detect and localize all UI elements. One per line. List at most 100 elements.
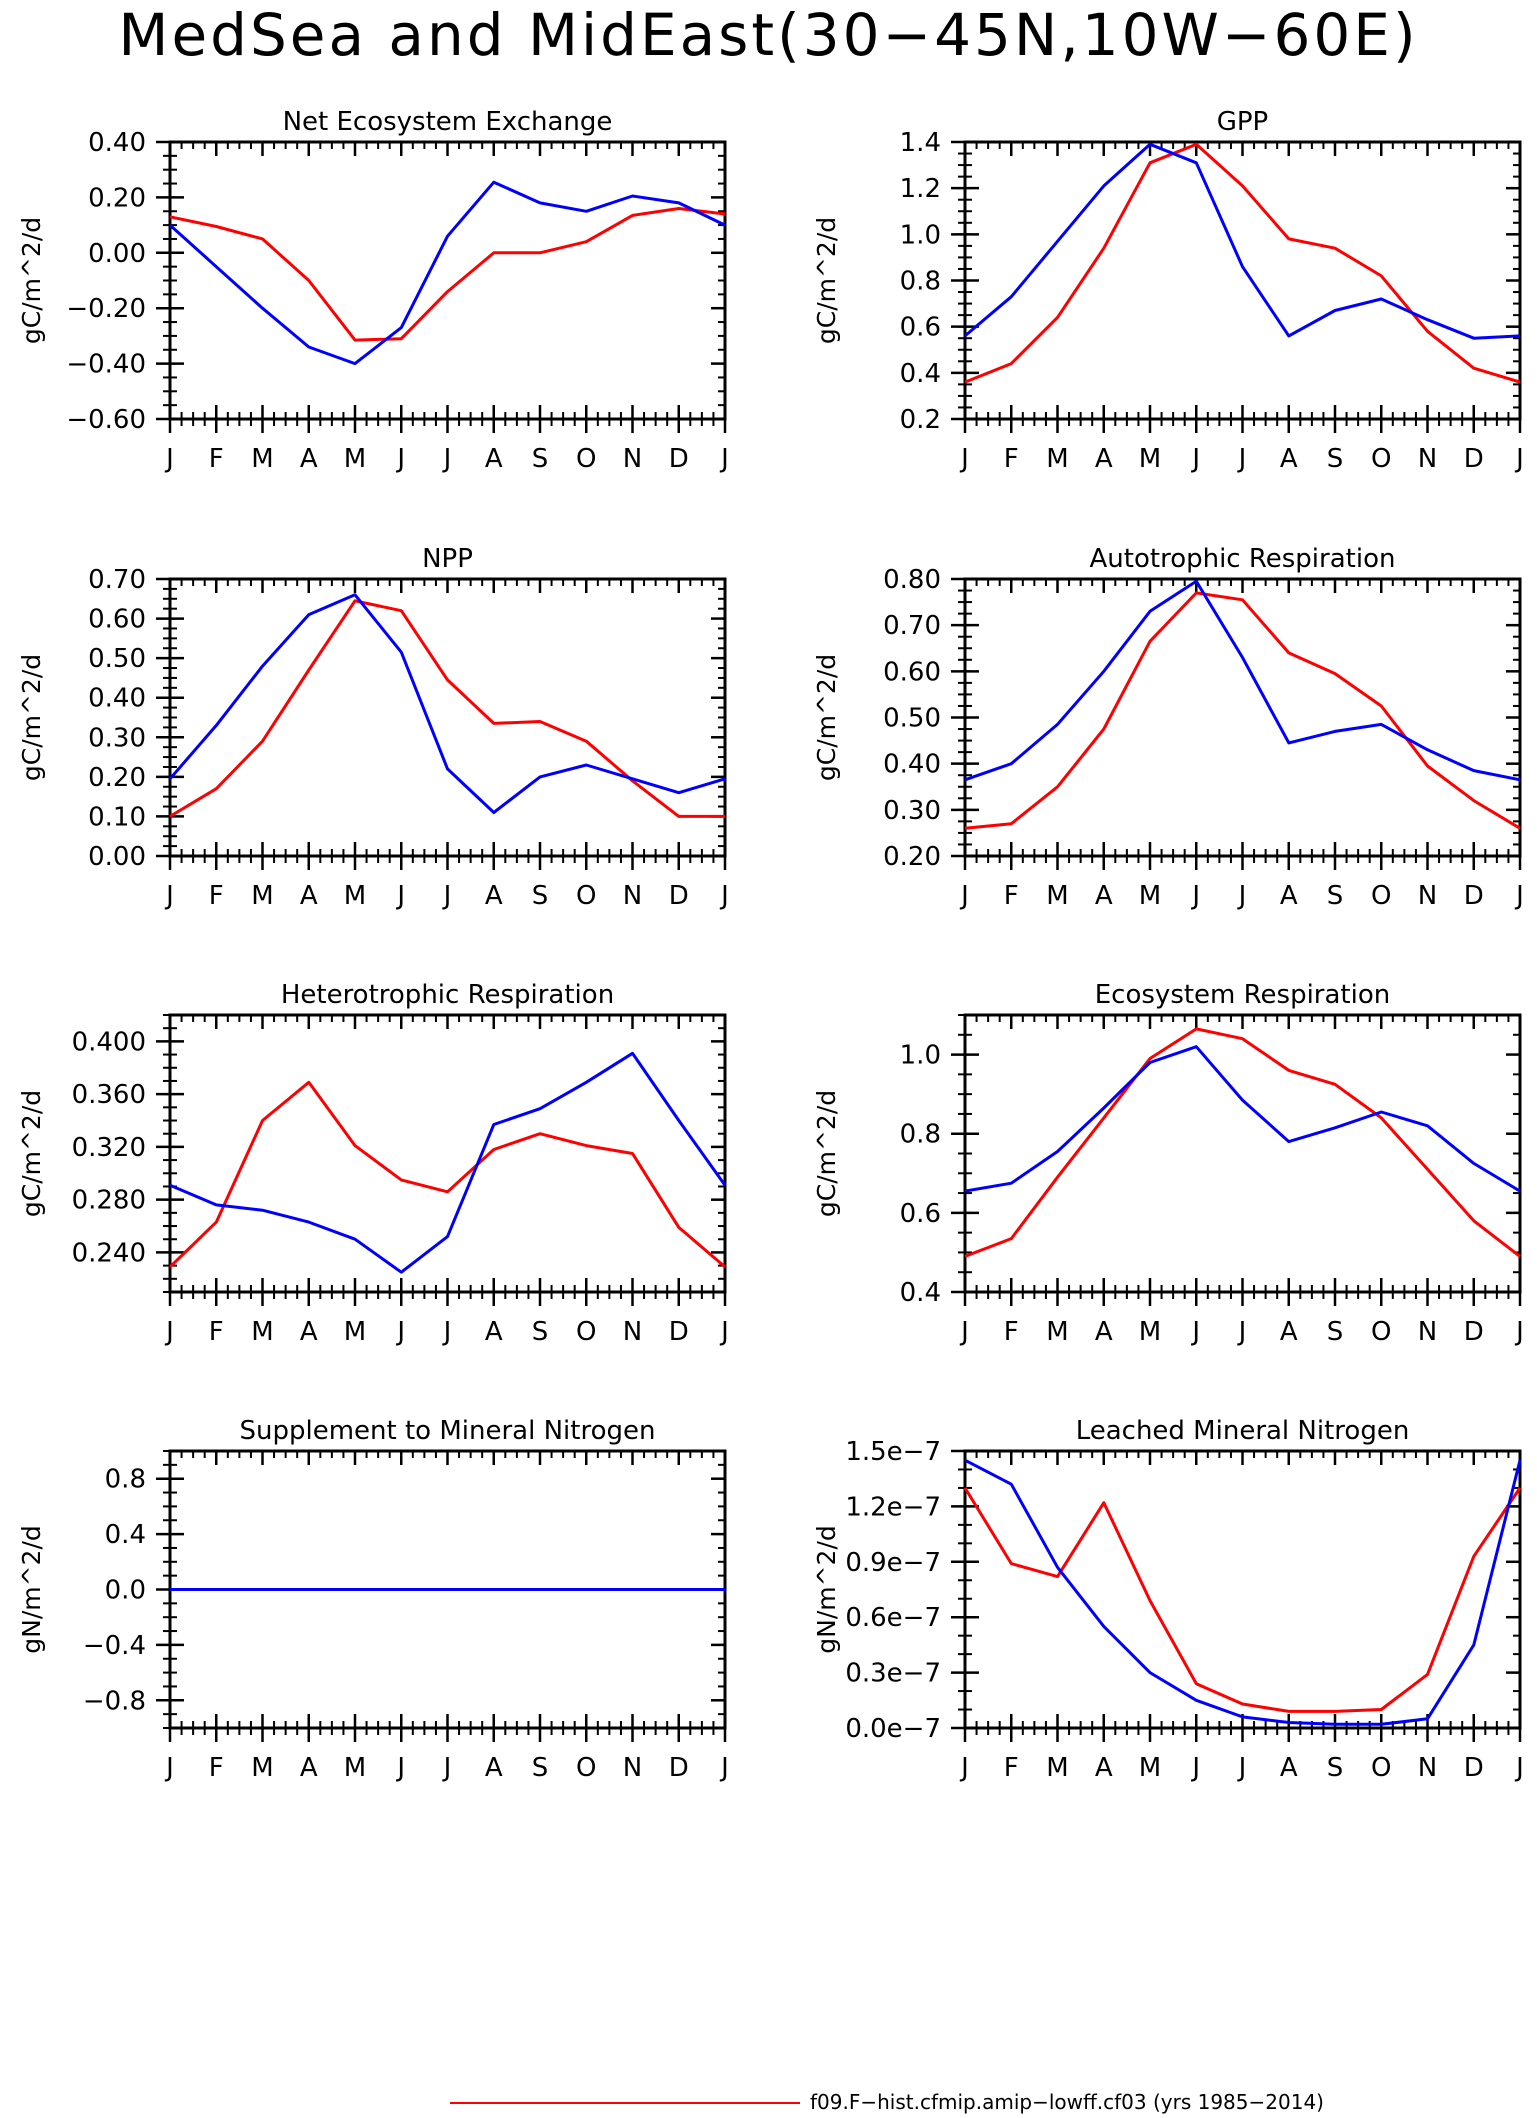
- x-tick-label: J: [719, 881, 729, 911]
- x-tick-label: S: [532, 881, 549, 911]
- y-tick-label: 0.240: [72, 1238, 146, 1268]
- y-tick-label: 0.30: [88, 723, 146, 753]
- x-tick-label: D: [1464, 881, 1484, 911]
- x-tick-label: N: [623, 1317, 642, 1347]
- y-tick-label: −0.60: [66, 405, 146, 435]
- y-axis-label: gC/m^2/d: [812, 217, 841, 344]
- chart-title: Net Ecosystem Exchange: [283, 107, 613, 137]
- x-tick-label: D: [1464, 444, 1484, 474]
- x-tick-label: A: [300, 444, 318, 474]
- x-tick-label: N: [1418, 1317, 1437, 1347]
- series-line-red: [963, 1487, 1522, 1713]
- y-tick-label: 0.4: [900, 1278, 941, 1308]
- series-line-red: [169, 207, 726, 342]
- y-tick-label: 0.6e−7: [845, 1603, 941, 1633]
- chart-title: Leached Mineral Nitrogen: [1076, 1416, 1410, 1446]
- x-tick-label: O: [1371, 444, 1391, 474]
- x-tick-label: A: [1095, 1317, 1113, 1347]
- plot-frame: [168, 577, 727, 858]
- x-tick-label: M: [1139, 1753, 1161, 1783]
- y-tick-label: 0.8: [900, 1120, 941, 1150]
- y-tick-label: 0.40: [883, 750, 941, 780]
- x-tick-label: J: [719, 1317, 729, 1347]
- x-tick-label: A: [1280, 881, 1298, 911]
- series-line-blue: [169, 1051, 727, 1274]
- y-tick-label: 0.40: [88, 684, 146, 714]
- x-tick-label: D: [669, 444, 689, 474]
- chart-title: Supplement to Mineral Nitrogen: [240, 1416, 656, 1446]
- y-tick-label: 0.0e−7: [845, 1714, 941, 1744]
- series-line-blue: [168, 180, 726, 366]
- x-tick-label: A: [485, 1753, 503, 1783]
- x-tick-label: O: [576, 881, 596, 911]
- y-tick-label: 0.10: [88, 802, 146, 832]
- x-tick-label: N: [1418, 1753, 1437, 1783]
- x-tick-label: A: [300, 881, 318, 911]
- x-tick-label: J: [1514, 1753, 1524, 1783]
- x-tick-label: D: [1464, 1753, 1484, 1783]
- x-tick-label: A: [485, 881, 503, 911]
- x-tick-label: J: [395, 1317, 405, 1347]
- series-line-red: [964, 142, 1521, 384]
- x-tick-label: J: [164, 444, 174, 474]
- x-tick-label: S: [1327, 1753, 1344, 1783]
- y-tick-label: −0.20: [66, 294, 146, 324]
- x-tick-label: O: [576, 1753, 596, 1783]
- y-tick-label: 0.20: [88, 763, 146, 793]
- x-tick-label: A: [1280, 444, 1298, 474]
- x-tick-label: J: [1514, 881, 1524, 911]
- y-tick-label: 1.0: [900, 220, 941, 250]
- x-tick-label: J: [1514, 444, 1524, 474]
- x-tick-label: J: [1237, 444, 1247, 474]
- x-tick-label: O: [576, 444, 596, 474]
- x-tick-label: J: [1237, 881, 1247, 911]
- y-tick-label: 0.0: [105, 1576, 146, 1606]
- y-tick-label: 0.2: [900, 405, 941, 435]
- x-tick-label: M: [251, 1753, 273, 1783]
- y-tick-label: −0.40: [66, 350, 146, 380]
- x-tick-label: J: [442, 1317, 452, 1347]
- plot-frame: [963, 1449, 1522, 1730]
- x-tick-label: A: [1280, 1753, 1298, 1783]
- x-tick-label: J: [164, 1753, 174, 1783]
- x-tick-label: J: [959, 881, 969, 911]
- x-tick-label: S: [1327, 881, 1344, 911]
- y-tick-label: 0.50: [883, 704, 941, 734]
- x-tick-label: A: [1095, 1753, 1113, 1783]
- x-tick-label: O: [1371, 1317, 1391, 1347]
- x-tick-label: D: [669, 1753, 689, 1783]
- x-tick-label: M: [344, 881, 366, 911]
- y-axis-label: gC/m^2/d: [812, 654, 841, 781]
- x-tick-label: M: [1046, 444, 1068, 474]
- y-tick-label: 1.0: [900, 1041, 941, 1071]
- y-tick-label: 0.360: [72, 1080, 146, 1110]
- x-tick-label: M: [1046, 1317, 1068, 1347]
- x-tick-label: M: [1046, 1753, 1068, 1783]
- x-tick-label: J: [1190, 1753, 1200, 1783]
- x-tick-label: J: [1237, 1317, 1247, 1347]
- x-tick-label: N: [623, 1753, 642, 1783]
- x-tick-label: A: [1095, 444, 1113, 474]
- x-tick-label: F: [209, 1317, 224, 1347]
- x-tick-label: A: [485, 1317, 503, 1347]
- y-tick-label: 0.3e−7: [845, 1659, 941, 1689]
- chart-title: Ecosystem Respiration: [1095, 980, 1390, 1010]
- x-tick-label: S: [1327, 1317, 1344, 1347]
- x-tick-label: N: [623, 881, 642, 911]
- x-tick-label: O: [1371, 881, 1391, 911]
- x-tick-label: J: [1190, 881, 1200, 911]
- x-tick-label: S: [532, 1753, 549, 1783]
- plot-frame: [168, 1013, 727, 1294]
- chart-panel: Heterotrophic Respiration gC/m^2/d 0.240 0.…: [17, 980, 729, 1347]
- y-tick-label: 1.2: [900, 174, 941, 204]
- y-tick-label: 0.60: [883, 657, 941, 687]
- x-tick-label: J: [1190, 1317, 1200, 1347]
- y-tick-label: 0.8: [900, 267, 941, 297]
- y-tick-label: 0.6: [900, 1199, 941, 1229]
- y-tick-label: 1.2e−7: [845, 1492, 941, 1522]
- x-tick-label: F: [209, 444, 224, 474]
- y-tick-label: 0.70: [883, 611, 941, 641]
- y-tick-label: 0.60: [88, 605, 146, 635]
- x-tick-label: J: [1237, 1753, 1247, 1783]
